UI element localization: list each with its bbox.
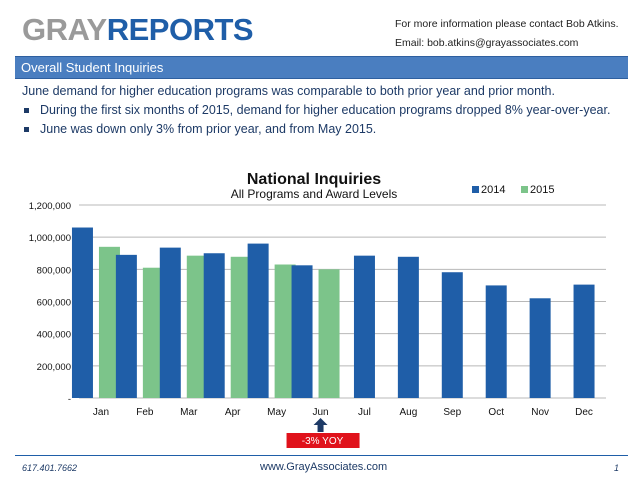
up-arrow-icon	[313, 418, 328, 432]
bar-2014-jul	[353, 255, 375, 398]
y-tick-label: 800,000	[37, 265, 71, 276]
contact-email: Email: bob.atkins@grayassociates.com	[395, 37, 579, 49]
bar-2014-may	[247, 243, 269, 398]
chart-subtitle: All Programs and Award Levels	[231, 187, 398, 201]
legend-swatch-2015	[521, 186, 528, 193]
y-tick-label: 200,000	[37, 362, 71, 373]
bar-2014-nov	[529, 298, 551, 398]
grayreports-logo: GRAYREPORTS	[22, 12, 254, 47]
bar-2014-mar	[159, 247, 181, 398]
footer-phone: 617.401.7662	[22, 463, 78, 473]
x-tick-label: Feb	[136, 407, 154, 418]
footer-divider	[15, 455, 628, 456]
y-tick-label: 400,000	[37, 330, 71, 341]
x-tick-label: May	[267, 407, 286, 418]
y-tick-label: 1,000,000	[29, 233, 71, 244]
logo-gray-text: GRAY	[22, 12, 107, 47]
section-title: Overall Student Inquiries	[21, 60, 164, 75]
yoy-callout-text: -3% YOY	[302, 436, 344, 447]
contact-block: For more information please contact Bob …	[395, 15, 619, 53]
x-tick-label: Jun	[312, 407, 328, 418]
x-tick-label: Nov	[531, 407, 549, 418]
y-tick-label: 600,000	[37, 298, 71, 309]
footer-website-link[interactable]: www.GrayAssociates.com	[260, 461, 388, 473]
page-number: 1	[614, 463, 620, 473]
bar-2014-oct	[485, 285, 507, 398]
x-tick-label: Oct	[488, 407, 504, 418]
bar-2015-mar	[186, 255, 208, 398]
bar-2014-jan	[71, 227, 93, 398]
intro-text: June demand for higher education program…	[22, 84, 555, 98]
bar-2014-feb	[115, 254, 137, 398]
bar-2015-apr	[230, 256, 252, 398]
bar-2015-jan	[98, 246, 120, 398]
x-tick-label: Sep	[443, 407, 461, 418]
x-tick-label: Aug	[399, 407, 417, 418]
bar-2014-dec	[573, 284, 595, 398]
logo-reports-text: REPORTS	[106, 12, 254, 47]
bar-2015-may	[274, 264, 296, 398]
legend-swatch-2014	[472, 186, 479, 193]
legend-label-2014: 2014	[481, 184, 505, 196]
bar-2014-aug	[397, 256, 419, 398]
bullet-list: During the first six months of 2015, dem…	[22, 101, 610, 139]
bullet-item: June was down only 3% from prior year, a…	[22, 120, 610, 139]
x-tick-label: Apr	[225, 407, 241, 418]
section-header-bar: Overall Student Inquiries	[15, 56, 628, 79]
chart-title: National Inquiries	[247, 171, 381, 188]
bar-2015-feb	[142, 267, 164, 398]
x-tick-label: Mar	[180, 407, 198, 418]
y-tick-label: 1,200,000	[29, 201, 71, 212]
yoy-callout-box	[286, 433, 360, 448]
contact-line: For more information please contact Bob …	[395, 18, 619, 30]
bar-2014-sep	[441, 272, 463, 398]
bar-2015-jun	[318, 269, 340, 398]
bullet-item: During the first six months of 2015, dem…	[22, 101, 610, 120]
x-tick-label: Jan	[93, 407, 109, 418]
bar-2014-jun	[291, 265, 313, 398]
legend-label-2015: 2015	[530, 184, 554, 196]
y-tick-label: -	[68, 394, 71, 405]
x-tick-label: Jul	[358, 407, 371, 418]
bar-2014-apr	[203, 253, 225, 398]
x-tick-label: Dec	[575, 407, 593, 418]
